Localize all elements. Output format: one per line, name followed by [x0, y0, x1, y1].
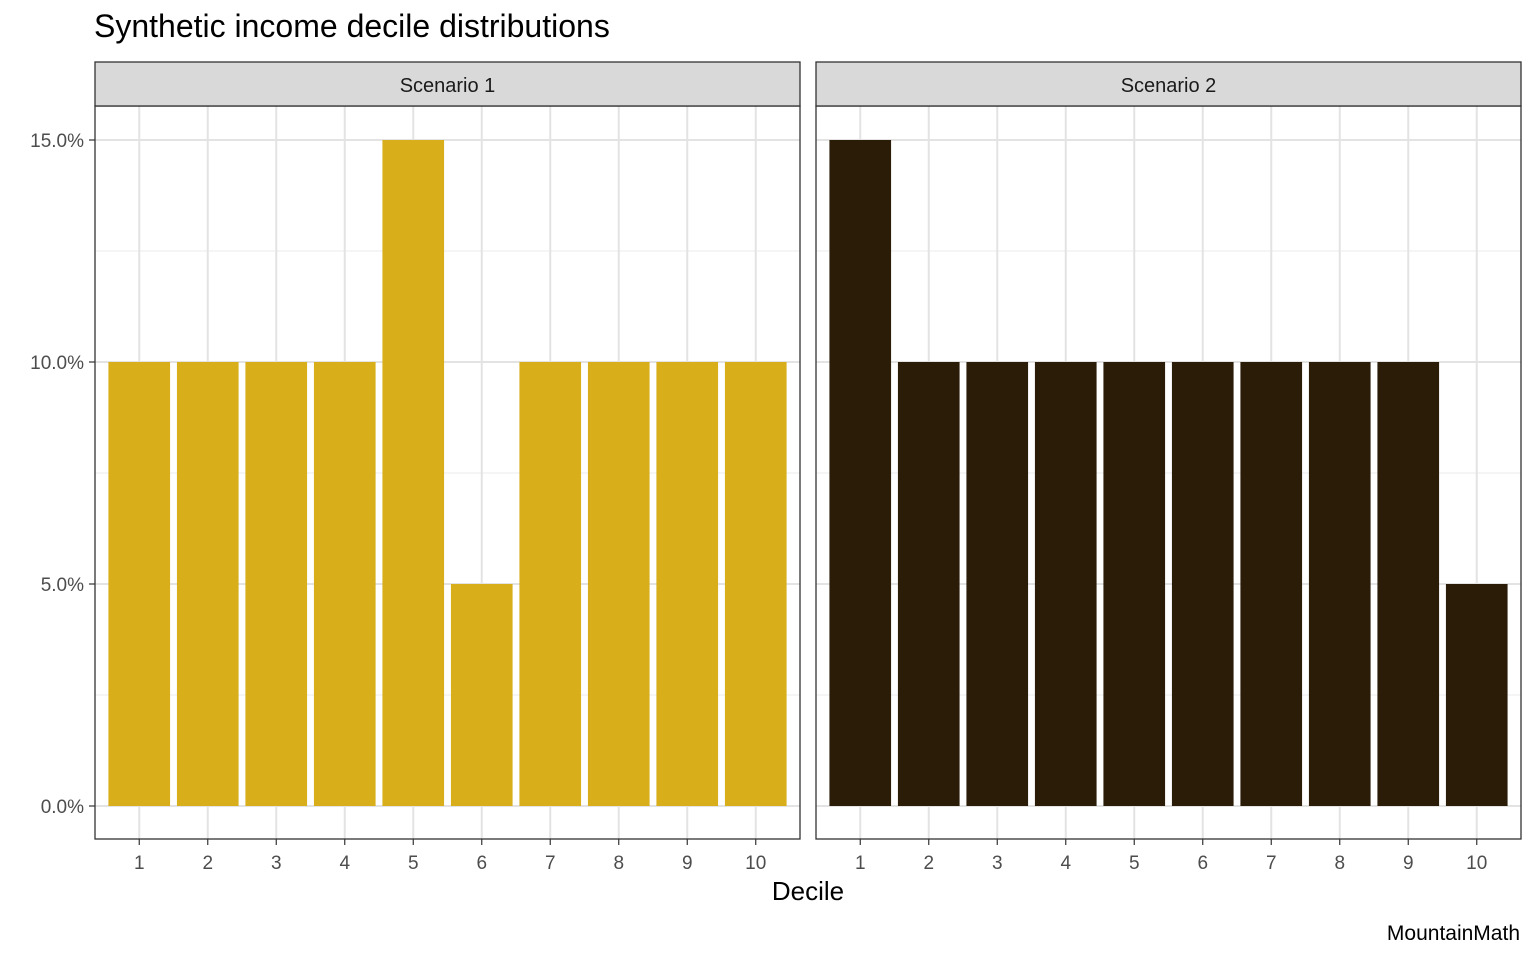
bar-decile-9 — [656, 362, 719, 806]
x-tick-label: 6 — [1197, 853, 1208, 874]
bar-decile-4 — [1034, 362, 1097, 806]
bar-decile-10 — [1445, 584, 1508, 806]
x-tick-label: 8 — [1334, 853, 1345, 874]
bar-decile-3 — [245, 362, 308, 806]
facet-strip-label: Scenario 1 — [400, 75, 496, 97]
x-tick-label: 7 — [1266, 853, 1277, 874]
x-tick-label: 4 — [1060, 853, 1071, 874]
bar-decile-9 — [1377, 362, 1440, 806]
x-tick-label: 2 — [923, 853, 934, 874]
y-tick-label: 5.0% — [41, 575, 84, 596]
bar-decile-5 — [382, 140, 445, 806]
x-tick-label: 1 — [855, 853, 866, 874]
facet-strip-label: Scenario 2 — [1121, 75, 1217, 97]
chart-caption: MountainMath — [1386, 922, 1520, 945]
x-tick-label: 6 — [476, 853, 487, 874]
x-tick-label: 1 — [134, 853, 145, 874]
facet-panel-1: Scenario 1 1 2 3 4 5 6 7 8 9 10 — [94, 61, 801, 874]
x-tick-label: 9 — [682, 853, 693, 874]
bar-decile-6 — [1171, 362, 1234, 806]
chart-title: Synthetic income decile distributions — [94, 8, 610, 44]
bar-decile-10 — [724, 362, 787, 806]
x-tick-label: 8 — [613, 853, 624, 874]
y-tick-label: 10.0% — [30, 353, 84, 374]
x-tick-label: 10 — [1466, 853, 1487, 874]
bar-decile-1 — [829, 140, 892, 806]
x-tick-label: 2 — [202, 853, 213, 874]
x-tick-label: 5 — [408, 853, 419, 874]
bar-decile-3 — [966, 362, 1029, 806]
x-tick-label: 9 — [1403, 853, 1414, 874]
bar-decile-6 — [450, 584, 513, 806]
x-tick-label: 7 — [545, 853, 556, 874]
x-tick-label: 4 — [339, 853, 350, 874]
bar-decile-2 — [176, 362, 239, 806]
y-tick-label: 0.0% — [41, 797, 84, 818]
bar-decile-5 — [1103, 362, 1166, 806]
x-axis-label: Decile — [771, 876, 845, 906]
bar-decile-7 — [1240, 362, 1303, 806]
bar-decile-7 — [519, 362, 582, 806]
x-tick-label: 5 — [1129, 853, 1140, 874]
x-tick-label: 3 — [992, 853, 1003, 874]
bar-decile-8 — [587, 362, 650, 806]
facet-strip — [94, 61, 801, 107]
x-tick-label: 10 — [745, 853, 766, 874]
bar-decile-4 — [313, 362, 376, 806]
facet-panel-2: Scenario 2 1 2 3 4 5 6 7 8 9 10 — [815, 61, 1522, 874]
bar-decile-2 — [897, 362, 960, 806]
bar-decile-8 — [1308, 362, 1371, 806]
bar-decile-1 — [108, 362, 171, 806]
facet-strip — [815, 61, 1522, 107]
x-tick-label: 3 — [271, 853, 282, 874]
y-tick-label: 15.0% — [30, 131, 84, 152]
